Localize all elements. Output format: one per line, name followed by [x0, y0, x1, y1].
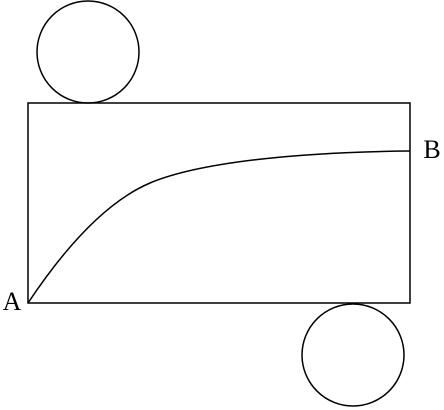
rectangle [27, 102, 411, 304]
curve-a-to-b [27, 150, 411, 304]
bottom-circle [301, 303, 405, 407]
point-label: A [3, 287, 22, 316]
top-circle [36, 0, 140, 104]
point-label: B [423, 135, 440, 164]
